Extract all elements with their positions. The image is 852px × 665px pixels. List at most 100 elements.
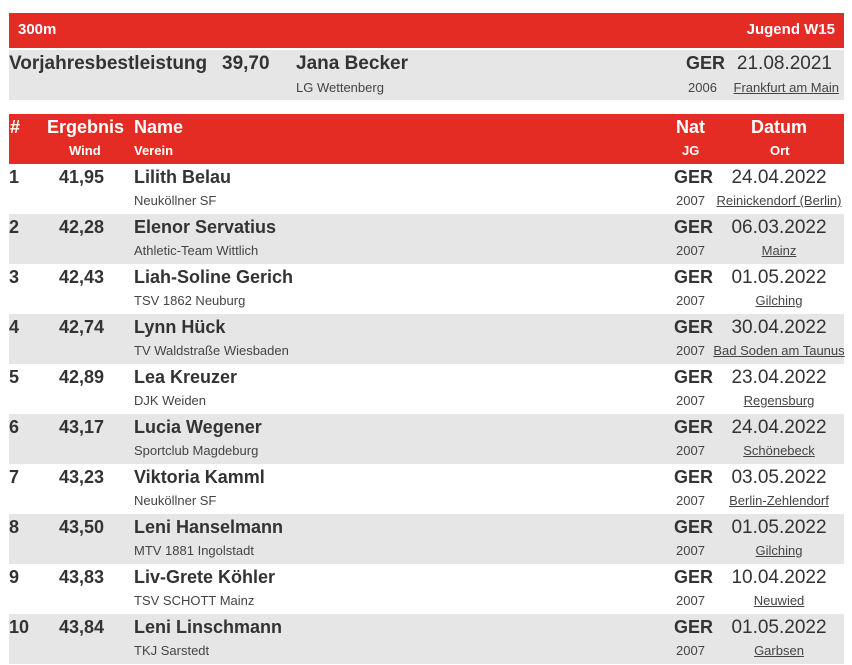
birth-year: 2007 — [676, 443, 705, 458]
club-name: Neuköllner SF — [134, 493, 217, 508]
competition-date: 23.04.2022 — [731, 367, 827, 388]
header-year: JG — [682, 143, 700, 158]
club-name: Athletic-Team Wittlich — [134, 243, 259, 258]
table-row: 3 42,43 Liah-Soline Gerich TSV 1862 Neuburg… — [9, 264, 844, 314]
header-date: Datum — [751, 117, 808, 137]
nationality: GER — [674, 467, 714, 487]
result-cell: 42,28 — [59, 217, 105, 237]
athlete-name: Lucia Wegener — [134, 417, 262, 437]
competition-date: 03.05.2022 — [731, 467, 827, 488]
rank-cell: 10 — [9, 617, 30, 637]
competition-place-link[interactable]: Gilching — [755, 543, 803, 558]
header-place: Ort — [770, 143, 790, 158]
club-name: TKJ Sarstedt — [134, 643, 210, 658]
competition-place-link[interactable]: Bad Soden am Taunus — [713, 343, 845, 358]
previous-best-athlete: Jana Becker — [296, 53, 408, 74]
competition-date: 24.04.2022 — [731, 167, 827, 188]
results-table-header: # Ergebnis Wind Name Verein Nat JG Datum… — [9, 114, 844, 164]
club-name: DJK Weiden — [134, 393, 207, 408]
header-nat: Nat — [676, 117, 706, 137]
nationality: GER — [674, 567, 714, 587]
result-cell: 42,89 — [59, 367, 105, 387]
athlete-name: Liah-Soline Gerich — [134, 267, 294, 287]
header-name: Name — [134, 117, 184, 137]
rank-cell: 6 — [9, 417, 20, 437]
club-name: MTV 1881 Ingolstadt — [134, 543, 254, 558]
result-cell: 43,84 — [59, 617, 105, 637]
header-rank: # — [10, 117, 21, 137]
birth-year: 2007 — [676, 543, 705, 558]
competition-place-link[interactable]: Schönebeck — [743, 443, 815, 458]
event-name: 300m — [18, 21, 57, 38]
rank-cell: 7 — [9, 467, 20, 487]
nationality: GER — [674, 317, 714, 337]
result-cell: 43,50 — [59, 517, 105, 537]
athlete-name: Lea Kreuzer — [134, 367, 238, 387]
athlete-name: Elenor Servatius — [134, 217, 277, 237]
table-row: 1 41,95 Lilith Belau Neuköllner SF GER 2007 24… — [9, 164, 844, 214]
competition-place-link[interactable]: Garbsen — [754, 643, 804, 658]
previous-best-date: 21.08.2021 — [736, 53, 832, 74]
header-club: Verein — [134, 143, 174, 158]
result-cell: 43,23 — [59, 467, 105, 487]
competition-date: 01.05.2022 — [731, 267, 827, 288]
header-result: Ergebnis — [47, 117, 125, 137]
nationality: GER — [674, 367, 714, 387]
nationality: GER — [674, 617, 714, 637]
age-class: Jugend W15 — [746, 21, 835, 38]
competition-place-link[interactable]: Regensburg — [743, 393, 815, 408]
result-cell: 42,74 — [59, 317, 105, 337]
previous-best-club: LG Wettenberg — [296, 80, 384, 95]
birth-year: 2007 — [676, 343, 705, 358]
table-row: 2 42,28 Elenor Servatius Athletic-Team Witt… — [9, 214, 844, 264]
table-row: 9 43,83 Liv-Grete Köhler TSV SCHOTT Mainz GE… — [9, 564, 844, 614]
nationality: GER — [674, 517, 714, 537]
table-row: 4 42,74 Lynn Hück TV Waldstraße Wiesbaden GE… — [9, 314, 845, 364]
athlete-name: Leni Linschmann — [134, 617, 283, 637]
result-cell: 43,83 — [59, 567, 105, 587]
rank-cell: 4 — [9, 317, 20, 337]
competition-place-link[interactable]: Mainz — [761, 243, 797, 258]
rank-cell: 3 — [9, 267, 20, 287]
athlete-name: Leni Hanselmann — [134, 517, 284, 537]
club-name: Sportclub Magdeburg — [134, 443, 259, 458]
competition-date: 10.04.2022 — [731, 567, 827, 588]
birth-year: 2007 — [676, 593, 705, 608]
previous-year-best: Vorjahresbestleistung 39,70 Jana Becker … — [9, 50, 844, 100]
birth-year: 2007 — [676, 643, 705, 658]
previous-best-place-link[interactable]: Frankfurt am Main — [733, 80, 839, 95]
competition-date: 24.04.2022 — [731, 417, 827, 438]
competition-place-link[interactable]: Reinickendorf (Berlin) — [716, 193, 842, 208]
event-header: 300m Jugend W15 — [9, 13, 844, 48]
competition-date: 01.05.2022 — [731, 617, 827, 638]
competition-date: 01.05.2022 — [731, 517, 827, 538]
competition-place-link[interactable]: Berlin-Zehlendorf — [729, 493, 829, 508]
birth-year: 2007 — [676, 193, 705, 208]
competition-place-link[interactable]: Gilching — [755, 293, 803, 308]
result-cell: 43,17 — [59, 417, 105, 437]
table-row: 6 43,17 Lucia Wegener Sportclub Magdeburg GE… — [9, 414, 844, 464]
birth-year: 2007 — [676, 293, 705, 308]
athlete-name: Viktoria Kamml — [134, 467, 265, 487]
club-name: Neuköllner SF — [134, 193, 217, 208]
athlete-name: Lynn Hück — [134, 317, 226, 337]
birth-year: 2007 — [676, 393, 705, 408]
athlete-name: Lilith Belau — [134, 167, 232, 187]
table-row: 10 43,84 Leni Linschmann TKJ Sarstedt GER 200… — [9, 614, 844, 664]
previous-best-result: 39,70 — [222, 53, 270, 74]
rank-cell: 9 — [9, 567, 20, 587]
competition-place-link[interactable]: Neuwied — [753, 593, 805, 608]
previous-best-year: 2006 — [688, 80, 717, 95]
table-row: 7 43,23 Viktoria Kamml Neuköllner SF GER 2007… — [9, 464, 844, 514]
competition-date: 30.04.2022 — [731, 317, 827, 338]
club-name: TSV 1862 Neuburg — [134, 293, 246, 308]
header-wind: Wind — [69, 143, 101, 158]
birth-year: 2007 — [676, 243, 705, 258]
club-name: TV Waldstraße Wiesbaden — [134, 343, 289, 358]
previous-best-nat: GER — [686, 53, 726, 73]
rank-cell: 5 — [9, 367, 20, 387]
nationality: GER — [674, 417, 714, 437]
athlete-name: Liv-Grete Köhler — [134, 567, 276, 587]
table-row: 8 43,50 Leni Hanselmann MTV 1881 Ingolstadt… — [9, 514, 844, 564]
rank-cell: 1 — [9, 167, 20, 187]
